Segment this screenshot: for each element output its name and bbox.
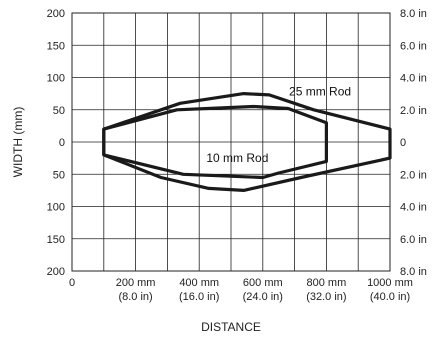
y-right-tick-label: 6.0 in bbox=[400, 234, 427, 246]
x-tick-label: 800 mm bbox=[307, 277, 347, 289]
x-tick-label: 200 mm bbox=[116, 277, 156, 289]
y-left-tick-label: 100 bbox=[47, 73, 65, 85]
series-group bbox=[102, 91, 392, 192]
y-right-tick-label: 2.0 in bbox=[400, 105, 427, 117]
x-tick-sublabel: (24.0 in) bbox=[243, 291, 283, 303]
y-left-tick-label: 50 bbox=[53, 105, 65, 117]
y-right-tick-label: 8.0 in bbox=[400, 8, 427, 20]
x-tick-sublabel: (40.0 in) bbox=[370, 291, 410, 303]
y-axis-title: WIDTH (mm) bbox=[11, 107, 25, 178]
y-left-tick-label: 150 bbox=[47, 40, 65, 52]
y-left-tick-label: 200 bbox=[47, 8, 65, 20]
x-tick-label: 1000 mm bbox=[367, 277, 413, 289]
y-right-tick-label: 0 bbox=[400, 137, 406, 149]
series-outline bbox=[102, 91, 392, 192]
x-axis-title: DISTANCE bbox=[201, 320, 261, 334]
annotation-label: 10 mm Rod bbox=[206, 151, 268, 165]
x-tick-sublabel: (32.0 in) bbox=[306, 291, 346, 303]
y-left-tick-label: 100 bbox=[47, 202, 65, 214]
x-tick-label: 0 bbox=[69, 277, 75, 289]
y-right-tick-label: 4.0 in bbox=[400, 73, 427, 85]
y-left-tick-label: 0 bbox=[59, 137, 65, 149]
x-tick-sublabel: (8.0 in) bbox=[118, 291, 152, 303]
annotations: 25 mm Rod 10 mm Rod bbox=[206, 85, 351, 165]
annotation-label: 25 mm Rod bbox=[289, 85, 351, 99]
y-left-tick-label: 150 bbox=[47, 234, 65, 246]
y-right-tick-label: 2.0 in bbox=[400, 169, 427, 181]
x-tick-sublabel: (16.0 in) bbox=[179, 291, 219, 303]
series-outline bbox=[102, 104, 328, 180]
y-right-tick-label: 8.0 in bbox=[400, 266, 427, 278]
grid bbox=[71, 12, 391, 272]
y-right-tick-label: 6.0 in bbox=[400, 40, 427, 52]
y-left-tick-label: 50 bbox=[53, 169, 65, 181]
x-tick-label: 400 mm bbox=[179, 277, 219, 289]
x-tick-label: 600 mm bbox=[243, 277, 283, 289]
tick-labels: 200 150 100 50 0 50 100 150 200 8.0 in 6.0 in 4.0 i… bbox=[47, 8, 427, 303]
y-right-tick-label: 4.0 in bbox=[400, 202, 427, 214]
y-left-tick-label: 200 bbox=[47, 266, 65, 278]
